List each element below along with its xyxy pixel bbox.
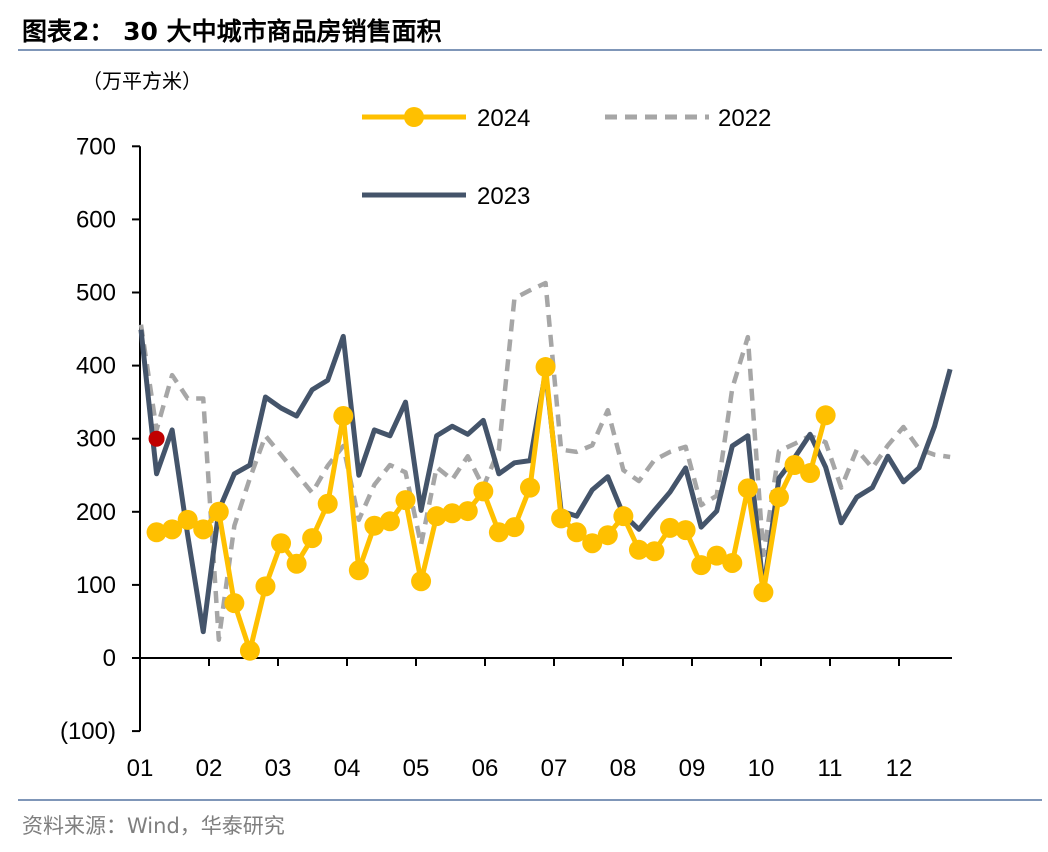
data-point-2024 [737,478,758,499]
data-point-2024 [535,357,556,378]
data-point-2024 [660,517,681,538]
x-tick-label: 09 [679,755,706,782]
y-tick-label: 200 [76,499,116,526]
data-point-2024 [239,640,260,661]
title-divider [18,49,1042,51]
data-point-2024 [800,463,821,484]
y-tick-label: (100) [60,718,116,745]
data-point-2024 [582,533,603,554]
x-tick-label: 02 [196,755,223,782]
x-tick-label: 06 [472,755,499,782]
series-line-2022 [138,280,951,642]
data-point-2024 [302,528,323,549]
data-point-2024 [551,508,572,529]
data-point-2024 [317,493,338,514]
x-tick-label: 10 [748,755,775,782]
data-point-2024 [395,490,416,511]
y-tick-label: 600 [76,206,116,233]
legend-label-2023: 2023 [477,183,530,210]
data-point-2024 [379,511,400,532]
data-point-2024 [255,576,276,597]
data-point-2024 [162,519,183,540]
data-point-2024 [768,487,789,508]
data-point-2024 [691,555,712,576]
data-point-2024 [628,539,649,560]
data-point-2024 [177,509,198,530]
y-axis-unit-label: （万平方米） [82,69,202,93]
data-point-2024 [193,519,214,540]
data-point-2024 [488,522,509,543]
data-point-2024 [333,406,354,427]
data-point-2024 [271,533,292,554]
source-divider [18,799,1042,801]
data-point-2024 [364,515,385,536]
data-point-2024 [675,520,696,541]
series-line-2024 [156,364,829,654]
data-point-2024 [722,552,743,573]
y-tick-label: 100 [76,572,116,599]
x-tick-label: 04 [334,755,361,782]
y-tick-label: 400 [76,353,116,380]
data-point-2024 [426,506,447,527]
data-point-2024 [208,501,229,522]
data-point-2024 [815,405,836,426]
legend-label-2022: 2022 [718,105,771,132]
data-point-2024 [286,553,307,574]
x-tick-label: 03 [265,755,292,782]
data-point-2024 [411,571,432,592]
data-point-2024 [566,522,587,543]
data-point-2024 [457,501,478,522]
legend-label-2024: 2024 [477,105,530,132]
data-point-2024 [348,560,369,581]
data-point-2024 [753,582,774,603]
y-tick-label: 0 [103,645,116,672]
x-tick-label: 12 [886,755,913,782]
y-tick-label: 300 [76,426,116,453]
legend-marker-2024 [404,107,424,127]
y-tick-label: 500 [76,280,116,307]
data-point-2024 [224,593,245,614]
data-point-2024 [597,525,618,546]
x-tick-label: 08 [610,755,637,782]
source-note: 资料来源：Wind，华泰研究 [22,814,285,838]
data-point-2024 [784,455,805,476]
y-tick-label: 700 [76,133,116,160]
x-tick-label: 05 [403,755,430,782]
data-point-2024 [613,506,634,527]
x-tick-label: 01 [127,755,154,782]
highlight-point [148,430,165,447]
data-point-2024 [520,477,540,498]
data-point-2024 [504,517,525,538]
data-point-2024 [706,545,727,566]
data-point-2024 [644,541,665,562]
data-point-2024 [146,522,167,543]
data-point-2024 [442,503,463,524]
chart-title: 图表2： 30 大中城市商品房销售面积 [22,17,442,46]
x-tick-label: 11 [818,755,843,782]
x-tick-label: 07 [541,755,568,782]
data-point-2024 [473,481,494,502]
